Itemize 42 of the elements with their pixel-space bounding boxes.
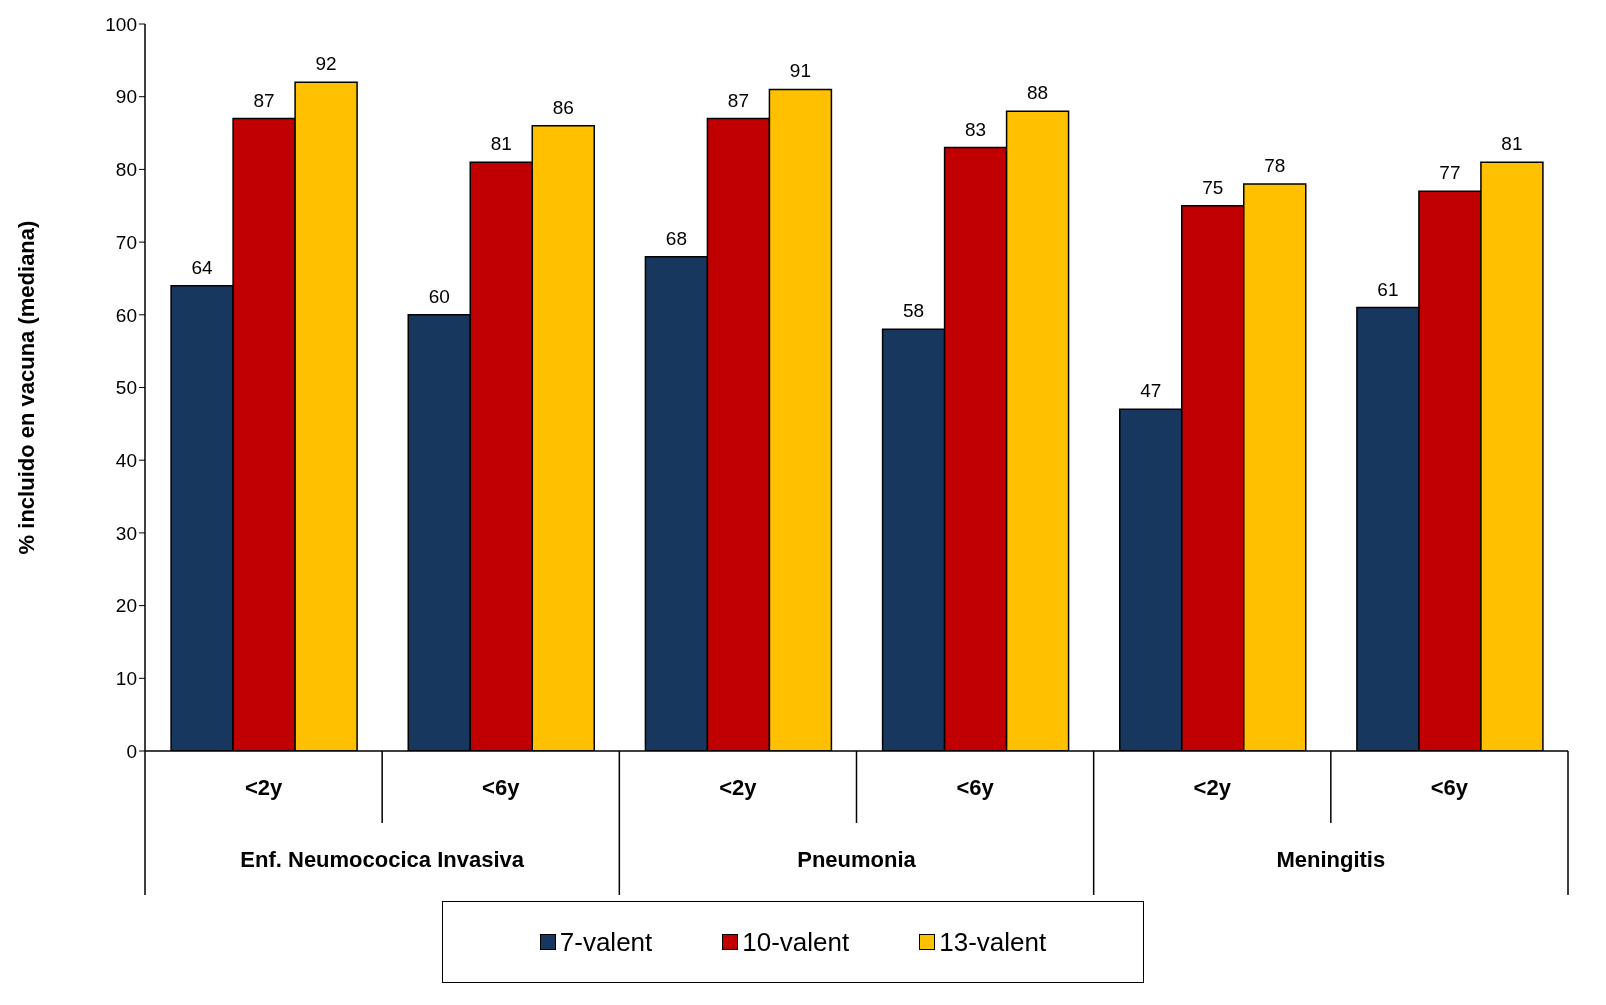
data-label: 78 [1264, 154, 1286, 176]
data-label: 88 [1027, 82, 1049, 104]
data-label: 92 [315, 53, 337, 75]
y-tick-label: 90 [115, 86, 137, 108]
data-label: 60 [428, 285, 450, 307]
y-axis-title: % incluido en vacuna (mediana) [13, 220, 39, 555]
x-tick-label: <6y [482, 775, 521, 800]
y-tick-label: 40 [115, 449, 137, 471]
text: Pneumonia [797, 847, 917, 872]
text: Enf. Neumococica Invasiva [240, 847, 525, 872]
data-label: 75 [1202, 176, 1224, 198]
x-tick-label: <6y [1430, 775, 1469, 800]
data-label: 91 [789, 60, 811, 82]
data-label: 64 [191, 256, 214, 278]
x-tick-label: <2y [1193, 775, 1232, 800]
data-label: 81 [1501, 133, 1523, 155]
x-tick-label: <6y [956, 775, 995, 800]
y-tick-label: 0 [126, 740, 137, 762]
data-label: 77 [1439, 162, 1461, 184]
x-tick-label: <2y [719, 775, 758, 800]
data-label: 86 [552, 96, 574, 118]
y-tick-label: 100 [105, 13, 137, 35]
y-tick-label: 50 [115, 377, 137, 399]
y-tick-label: 60 [115, 304, 137, 326]
data-label: 47 [1140, 380, 1162, 402]
legend-label: 7-valent [558, 926, 653, 958]
data-label: 58 [903, 300, 925, 322]
y-tick-label: 80 [115, 159, 137, 181]
legend-label: 10-valent [741, 926, 850, 958]
y-tick-label: 10 [115, 668, 137, 690]
data-label: 83 [965, 118, 987, 140]
data-label: 68 [665, 227, 687, 249]
y-tick-label: 70 [115, 231, 137, 253]
data-label: 81 [490, 133, 512, 155]
y-tick-label: 20 [115, 595, 137, 617]
x-tick-label: <2y [244, 775, 283, 800]
text: Meningitis [1276, 847, 1386, 872]
data-label: 87 [727, 89, 749, 111]
data-label: 87 [253, 89, 275, 111]
data-label: 61 [1377, 278, 1399, 300]
legend-label: 13-valent [938, 926, 1047, 958]
y-tick-label: 30 [115, 522, 137, 544]
